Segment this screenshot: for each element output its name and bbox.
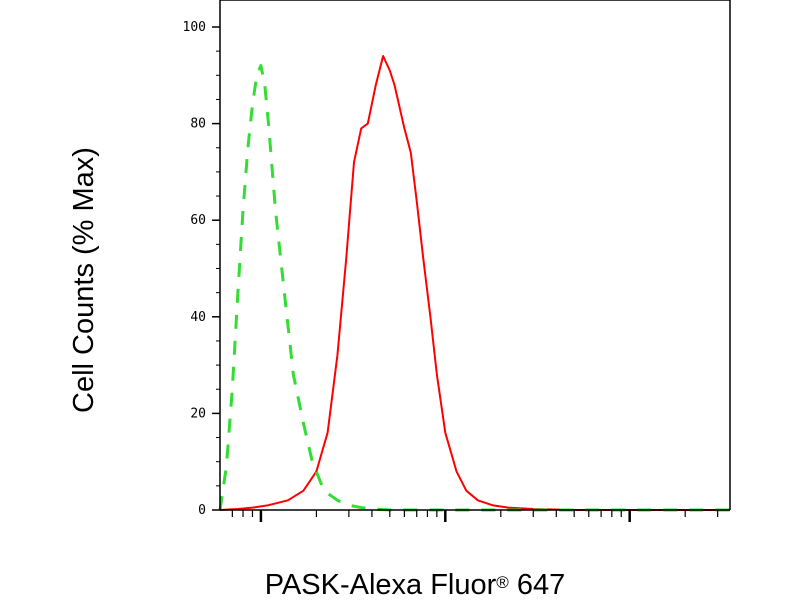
registered-mark: ®	[496, 573, 509, 592]
x-axis-title: PASK-Alexa Fluor® 647	[265, 569, 566, 600]
ticks-layer: 0 20 40 60 80 100	[183, 20, 719, 522]
x-axis-title-suffix: 647	[509, 569, 565, 600]
control-histogram-line	[218, 64, 730, 512]
x-axis-title-main: PASK-Alexa Fluor	[265, 569, 497, 600]
y-tick-label: 60	[190, 213, 206, 228]
y-tick-label: 20	[190, 406, 206, 421]
y-tick-label: 40	[190, 310, 206, 325]
sample-histogram-line	[219, 55, 730, 511]
axes-layer	[219, 0, 731, 511]
y-tick-label: 80	[190, 117, 206, 132]
y-tick-label: 100	[183, 20, 206, 35]
y-tick-label: 0	[198, 503, 206, 518]
series-layer	[218, 55, 730, 512]
y-axis-title: Cell Counts (% Max)	[68, 147, 100, 413]
